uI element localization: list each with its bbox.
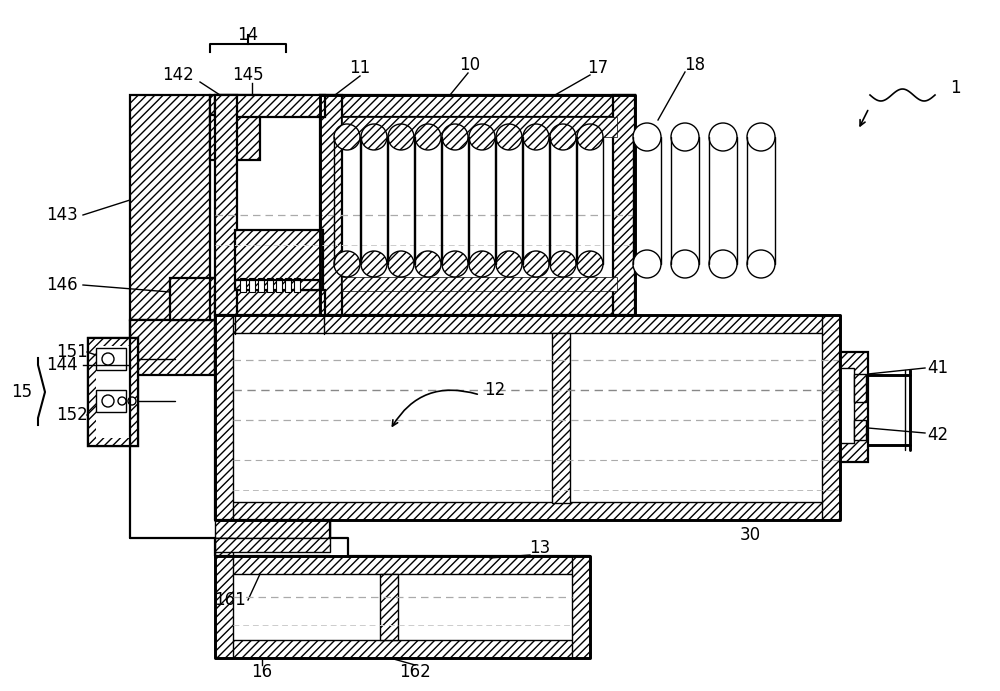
Bar <box>215 538 330 552</box>
Bar <box>854 374 866 402</box>
Circle shape <box>709 250 737 278</box>
Bar <box>210 95 260 115</box>
Circle shape <box>496 124 522 150</box>
Circle shape <box>523 251 549 277</box>
Circle shape <box>550 124 576 150</box>
Text: 151: 151 <box>56 343 88 361</box>
Text: 14: 14 <box>237 26 259 44</box>
Bar <box>285 278 291 292</box>
Text: 30: 30 <box>739 526 761 544</box>
Text: 152: 152 <box>56 406 88 424</box>
Bar <box>215 556 233 658</box>
Bar <box>215 95 325 117</box>
Circle shape <box>388 124 414 150</box>
Circle shape <box>747 123 775 151</box>
Bar <box>320 290 635 315</box>
Bar <box>380 574 398 640</box>
Bar <box>96 390 126 412</box>
Text: 17: 17 <box>587 59 609 77</box>
Circle shape <box>469 124 495 150</box>
Text: 144: 144 <box>46 356 78 374</box>
Bar <box>320 95 342 315</box>
Bar <box>215 556 590 574</box>
Bar <box>88 338 138 446</box>
Bar <box>96 348 126 370</box>
Text: 12: 12 <box>484 381 506 399</box>
Bar <box>342 117 617 137</box>
Bar <box>822 315 840 520</box>
Text: 16: 16 <box>251 663 273 681</box>
Text: 146: 146 <box>46 276 78 294</box>
Circle shape <box>671 250 699 278</box>
Bar <box>294 278 300 292</box>
Bar <box>276 278 282 292</box>
Circle shape <box>747 250 775 278</box>
Circle shape <box>388 251 414 277</box>
Bar <box>130 320 215 375</box>
Circle shape <box>469 251 495 277</box>
Text: 161: 161 <box>214 591 246 609</box>
Bar <box>240 278 246 292</box>
Circle shape <box>334 251 360 277</box>
Bar <box>249 278 255 292</box>
Bar <box>840 352 868 462</box>
Bar <box>840 368 854 443</box>
Text: 15: 15 <box>11 383 33 401</box>
Bar <box>613 95 635 315</box>
Circle shape <box>577 124 603 150</box>
Bar <box>552 333 570 503</box>
Bar <box>130 95 210 320</box>
Bar <box>320 95 635 117</box>
Circle shape <box>102 353 114 365</box>
Text: 1: 1 <box>950 79 960 97</box>
Bar <box>215 315 233 520</box>
Text: 11: 11 <box>349 59 371 77</box>
Circle shape <box>415 124 441 150</box>
Circle shape <box>496 251 522 277</box>
Text: 162: 162 <box>399 663 431 681</box>
Bar <box>215 290 325 315</box>
Circle shape <box>361 251 387 277</box>
Text: 145: 145 <box>232 66 264 84</box>
Text: 142: 142 <box>162 66 194 84</box>
Bar <box>215 520 330 538</box>
Circle shape <box>633 250 661 278</box>
Circle shape <box>442 251 468 277</box>
Text: 10: 10 <box>459 56 481 74</box>
Circle shape <box>671 123 699 151</box>
Bar <box>342 277 617 291</box>
Bar <box>258 278 264 292</box>
Circle shape <box>118 397 126 405</box>
Text: 13: 13 <box>529 539 551 557</box>
Bar <box>215 640 590 658</box>
Circle shape <box>334 124 360 150</box>
Circle shape <box>550 251 576 277</box>
Text: 18: 18 <box>684 56 706 74</box>
Bar <box>210 278 235 320</box>
Bar <box>854 420 866 440</box>
Circle shape <box>633 123 661 151</box>
Bar <box>88 338 138 446</box>
Text: 143: 143 <box>46 206 78 224</box>
Bar <box>96 346 131 438</box>
Circle shape <box>415 251 441 277</box>
Circle shape <box>442 124 468 150</box>
Circle shape <box>361 124 387 150</box>
Bar <box>210 115 260 160</box>
Text: 42: 42 <box>927 426 949 444</box>
Circle shape <box>709 123 737 151</box>
Bar <box>215 315 840 333</box>
Bar <box>572 556 590 658</box>
Text: 41: 41 <box>927 359 949 377</box>
Bar <box>215 502 840 520</box>
Circle shape <box>577 251 603 277</box>
Circle shape <box>523 124 549 150</box>
Bar <box>267 278 273 292</box>
Bar <box>235 230 323 290</box>
Bar <box>215 538 233 568</box>
Bar <box>170 278 215 320</box>
Circle shape <box>128 397 136 405</box>
Circle shape <box>102 395 114 407</box>
Bar <box>215 95 237 315</box>
